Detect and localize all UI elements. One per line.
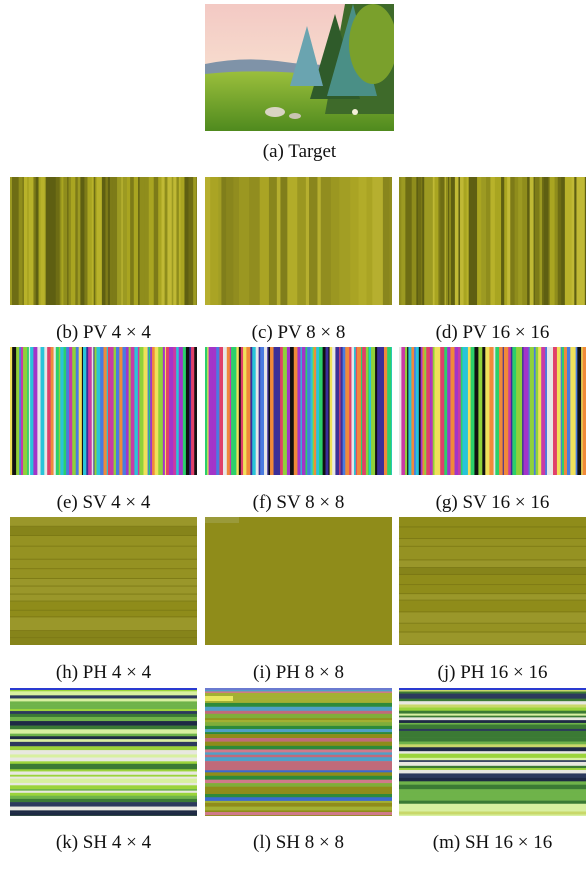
panel-i-stripes	[205, 517, 392, 645]
panel-j-caption: (j) PH 16 × 16	[437, 662, 548, 683]
panel-d	[399, 177, 586, 305]
panel-h	[10, 517, 197, 645]
panel-m-caption: (m) SH 16 × 16	[432, 832, 553, 853]
panel-b	[10, 177, 197, 305]
panel-g	[399, 347, 586, 475]
panel-k-stripes	[10, 688, 197, 816]
panel-i-caption: (i) PH 8 × 8	[253, 662, 344, 683]
panel-h-caption: (h) PH 4 × 4	[55, 662, 152, 683]
panel-d-caption: (d) PV 16 × 16	[435, 322, 550, 343]
panel-f-caption: (f) SV 8 × 8	[252, 492, 345, 513]
panel-c-caption: (c) PV 8 × 8	[251, 322, 346, 343]
panel-l	[205, 688, 392, 816]
panel-e-stripes	[10, 347, 197, 475]
target-caption: (a) Target	[262, 141, 337, 162]
panel-f	[205, 347, 392, 475]
panel-j	[399, 517, 586, 645]
target-image	[205, 4, 394, 131]
panel-m-stripes	[399, 688, 586, 816]
panel-c	[205, 177, 392, 305]
panel-e-caption: (e) SV 4 × 4	[56, 492, 151, 513]
panel-d-stripes	[399, 177, 586, 305]
panel-i	[205, 517, 392, 645]
panel-e	[10, 347, 197, 475]
target-landscape-illustration	[205, 4, 394, 131]
panel-b-stripes	[10, 177, 197, 305]
panel-g-caption: (g) SV 16 × 16	[435, 492, 550, 513]
panel-j-stripes	[399, 517, 586, 645]
panel-m	[399, 688, 586, 816]
panel-c-stripes	[205, 177, 392, 305]
panel-f-stripes	[205, 347, 392, 475]
panel-h-stripes	[10, 517, 197, 645]
panel-g-stripes	[399, 347, 586, 475]
panel-l-caption: (l) SH 8 × 8	[253, 832, 344, 853]
panel-k-caption: (k) SH 4 × 4	[55, 832, 152, 853]
panel-b-caption: (b) PV 4 × 4	[56, 322, 151, 343]
panel-l-stripes	[205, 688, 392, 816]
panel-k	[10, 688, 197, 816]
